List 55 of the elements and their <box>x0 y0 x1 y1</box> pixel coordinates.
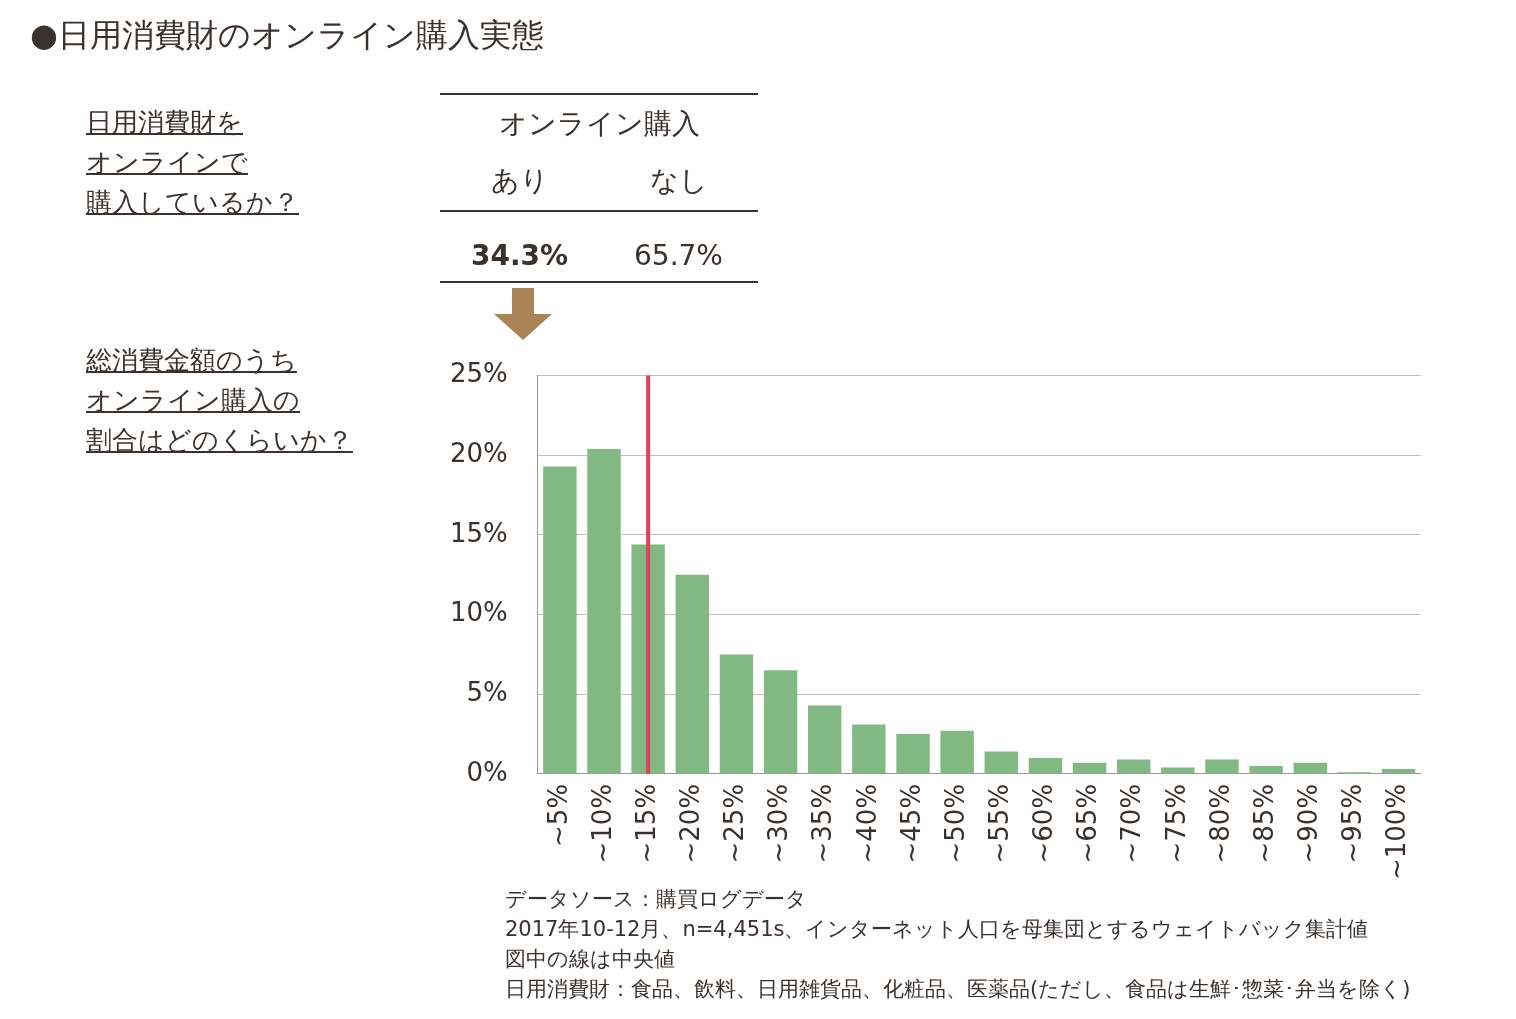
bar <box>1205 759 1239 774</box>
y-tick-label: 10% <box>449 597 508 628</box>
bar <box>543 466 577 774</box>
bar <box>808 705 842 774</box>
text: オンライン購入の <box>86 384 301 417</box>
x-tick-label: ~35% <box>807 783 838 864</box>
y-tick-label: 25% <box>449 358 508 389</box>
bar <box>1117 759 1151 774</box>
bar <box>587 448 621 774</box>
x-tick-label: ~95% <box>1337 783 1368 864</box>
x-tick-label: ~30% <box>763 783 794 864</box>
y-tick-label: 20% <box>449 438 508 469</box>
bar <box>719 654 754 774</box>
text: 2017年10-12月、n=4,451s、インターネット人口を母集団とするウェイトバック集計値 <box>505 916 1370 943</box>
text: 日用消費財：食品、飲料、日用雑貨品、化粧品、医薬品(ただし、食品は生鮮･惣菜･弁当を除く) <box>505 976 1411 1003</box>
bar <box>1381 769 1416 774</box>
bar <box>940 730 974 774</box>
text: データソース：購買ログデータ <box>505 886 808 913</box>
bar <box>896 734 930 774</box>
bar <box>1028 757 1063 774</box>
x-tick-label: ~15% <box>630 783 661 864</box>
bar <box>675 574 709 774</box>
bar <box>763 670 798 774</box>
x-tick-label: ~100% <box>1381 783 1412 881</box>
x-tick-label: ~10% <box>586 783 617 864</box>
bar <box>984 751 1018 774</box>
x-tick-label: ~85% <box>1248 783 1279 864</box>
y-tick-label: 15% <box>449 517 508 548</box>
x-tick-label: ~55% <box>984 783 1015 864</box>
x-tick-label: ~5% <box>542 783 573 847</box>
text: オンラインで <box>86 146 249 179</box>
text: オンライン購入 <box>497 106 701 140</box>
x-tick-label: ~45% <box>895 783 926 864</box>
y-tick-label: 0% <box>466 756 508 787</box>
bar <box>1293 762 1327 774</box>
text: 34.3% <box>469 239 570 273</box>
bar <box>852 724 886 774</box>
text: あり <box>489 164 550 198</box>
x-tick-label: ~40% <box>851 783 882 864</box>
x-tick-label: ~20% <box>675 783 706 864</box>
x-tick-label: ~50% <box>939 783 970 864</box>
y-tick-label: 5% <box>466 676 508 707</box>
chart-title: ●日用消費財のオンライン購入実態 <box>30 15 544 56</box>
x-tick-label: ~25% <box>719 783 750 864</box>
x-tick-label: ~75% <box>1160 783 1191 864</box>
text: 65.7% <box>633 239 724 273</box>
text: なし <box>648 164 709 198</box>
text: 図中の線は中央値 <box>505 946 676 973</box>
x-tick-label: ~65% <box>1072 783 1103 864</box>
x-tick-label: ~70% <box>1116 783 1147 864</box>
x-tick-label: ~80% <box>1204 783 1235 864</box>
bar <box>1249 765 1283 774</box>
bar <box>1072 762 1107 774</box>
x-tick-label: ~90% <box>1293 783 1324 864</box>
x-tick-label: ~60% <box>1028 783 1059 864</box>
